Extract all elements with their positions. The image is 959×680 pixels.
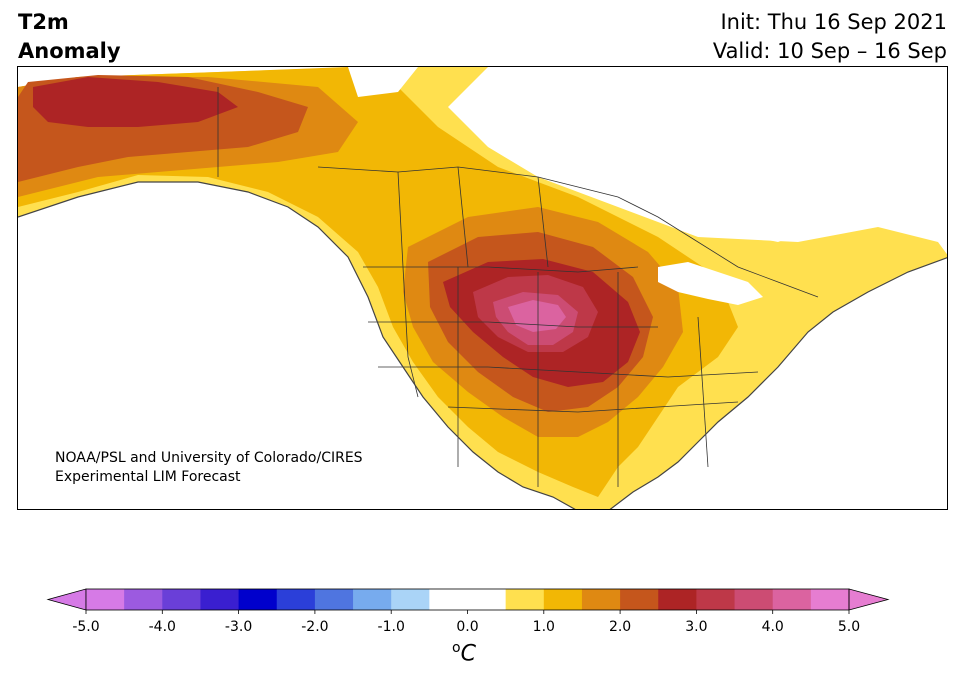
map-title: T2m Anomaly <box>18 8 121 66</box>
colorbar-swatch <box>772 589 812 610</box>
colorbar-tick-label: -3.0 <box>225 619 252 635</box>
colorbar-over-arrow <box>848 588 890 611</box>
colorbar-swatch <box>391 589 430 610</box>
colorbar-swatch <box>162 589 201 610</box>
colorbar-swatch <box>238 589 278 610</box>
init-date: Init: Thu 16 Sep 2021 <box>720 10 947 34</box>
colorbar-svg: -5.0 -4.0 -3.0 -2.0 -1.0 0.0 1.0 2.0 3.0 4.0 5.0 <box>46 588 890 635</box>
colorbar-swatch <box>314 589 354 610</box>
great-lakes <box>658 262 763 305</box>
credit-line-1: NOAA/PSL and University of Colorado/CIRE… <box>55 450 363 466</box>
colorbar-swatch <box>581 589 621 610</box>
forecast-dates: Init: Thu 16 Sep 2021 Valid: 10 Sep – 16… <box>713 8 947 66</box>
colorbar-swatch <box>276 589 316 610</box>
colorbar-tick-label: -1.0 <box>378 619 405 635</box>
colorbar-tick-label: 2.0 <box>609 619 631 635</box>
colorbar-swatch <box>620 589 659 610</box>
colorbar-tick-label: -4.0 <box>149 619 176 635</box>
colorbar-tick-label: 5.0 <box>838 619 860 635</box>
anomaly-map <box>17 66 948 510</box>
credit-line-2: Experimental LIM Forecast <box>55 469 241 485</box>
colorbar-swatch <box>200 589 240 610</box>
colorbar-tick-label: 4.0 <box>762 619 784 635</box>
arctic-islands <box>348 67 838 127</box>
colorbar-tick-label: -2.0 <box>301 619 328 635</box>
colorbar-swatch <box>353 589 392 610</box>
colorbar-swatch <box>429 589 468 610</box>
colorbar-swatch <box>505 589 545 610</box>
colorbar-tick-label: 3.0 <box>685 619 707 635</box>
colorbar-swatch <box>696 589 736 610</box>
political-borders <box>217 87 819 487</box>
colorbar-swatch <box>658 589 697 610</box>
units-label: oC <box>452 640 476 667</box>
credit-text: NOAA/PSL and University of Colorado/CIRE… <box>55 449 363 487</box>
valid-range: Valid: 10 Sep – 16 Sep <box>712 39 947 63</box>
colorbar: -5.0 -4.0 -3.0 -2.0 -1.0 0.0 1.0 2.0 3.0 4.0 5.0 <box>0 585 959 665</box>
coastline <box>18 181 947 509</box>
map-svg <box>18 67 947 509</box>
colorbar-tick-label: 1.0 <box>533 619 555 635</box>
colorbar-swatch <box>810 589 850 610</box>
colorbar-under-arrow <box>46 588 87 611</box>
colorbar-swatch <box>543 589 583 610</box>
title-line-1: T2m <box>18 10 69 34</box>
title-line-2: Anomaly <box>18 39 121 63</box>
colorbar-tick-label: 0.0 <box>456 619 478 635</box>
colorbar-tick-label: -5.0 <box>72 619 99 635</box>
colorbar-swatch <box>467 589 507 610</box>
colorbar-swatch <box>86 589 125 610</box>
hudson-bay <box>618 127 838 242</box>
colorbar-swatch <box>124 589 163 610</box>
colorbar-swatch <box>734 589 774 610</box>
